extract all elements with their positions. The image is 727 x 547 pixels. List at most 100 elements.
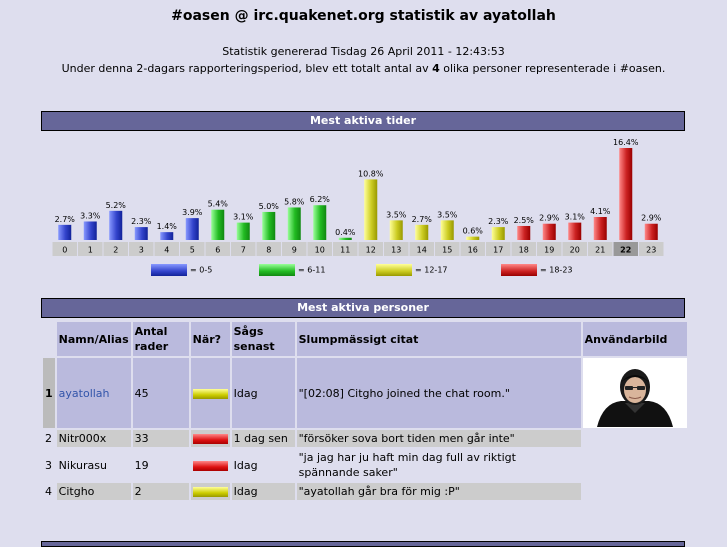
col-header-last-seen: Sågs senast [231, 322, 295, 356]
hour-value-label: 0.6% [463, 227, 484, 236]
hour-value-label: 3.1% [233, 213, 254, 222]
hour-value-label: 2.7% [412, 215, 433, 224]
col-header-quote: Slumpmässigt citat [296, 322, 581, 356]
hour-tick-label: 12 [366, 246, 376, 255]
hour-value-label: 2.3% [488, 217, 509, 226]
hour-tick-label: 21 [595, 246, 605, 255]
hour-bar-22 [619, 148, 633, 240]
hour-tick-cell [205, 242, 230, 256]
legend-label-12-17: = 12-17 [415, 265, 448, 275]
hour-tick-label: 13 [391, 246, 401, 255]
hour-bar-11 [338, 237, 352, 240]
hour-value-label: 3.5% [386, 210, 407, 219]
legend-swatch-blue [151, 264, 187, 276]
hours-chart: 2.7% 0 3.3% 1 5.2% 2 2.3% 3 1.4% 4 3.9% 5 5.4% 6 3.1% 7… [52, 138, 664, 256]
row-when [190, 358, 230, 428]
legend-label-0-5: = 0-5 [190, 265, 213, 275]
hour-tick-cell [231, 242, 256, 256]
table-row: 3 Nikurasu 19 Idag "ja jag har ju haft m… [43, 449, 687, 481]
legend-12-17: = 12-17 [376, 264, 448, 278]
hour-tick-label: 16 [468, 246, 478, 255]
hour-tick-cell [358, 242, 383, 256]
summary-count: 4 [432, 62, 440, 75]
hour-value-label: 5.4% [208, 200, 229, 209]
hour-tick-cell [460, 242, 485, 256]
hour-bar-5 [185, 218, 199, 240]
legend-swatch-yellow [376, 264, 412, 276]
hour-tick-cell [154, 242, 179, 256]
active-people-table: Namn/Alias Antal rader När? Sågs senast … [41, 320, 689, 502]
hour-bar-10 [313, 205, 327, 240]
hour-tick-cell [409, 242, 434, 256]
hour-tick-cell [537, 242, 562, 256]
hour-value-label: 0.4% [335, 228, 356, 237]
activity-bar-red [192, 434, 228, 444]
hour-tick-label: 3 [139, 246, 144, 255]
row-lines: 19 [132, 449, 189, 481]
hour-value-label: 3.3% [80, 211, 101, 220]
col-header-lines: Antal rader [132, 322, 189, 356]
row-last-seen: Idag [231, 449, 295, 481]
hour-bar-17 [491, 227, 505, 240]
hour-bar-1 [83, 221, 97, 240]
activity-bar-yellow [192, 487, 228, 497]
hour-bar-7 [236, 222, 250, 240]
hour-tick-label: 9 [292, 246, 297, 255]
legend-swatch-red [501, 264, 537, 276]
hour-tick-label: 7 [241, 246, 246, 255]
hour-value-label: 2.3% [131, 217, 152, 226]
hour-tick-label: 1 [88, 246, 93, 255]
hour-tick-cell [384, 242, 409, 256]
hour-tick-cell [180, 242, 205, 256]
hour-bar-19 [542, 223, 556, 240]
hour-tick-label: 14 [417, 246, 427, 255]
legend-swatch-green [259, 264, 295, 276]
active-times-header: Mest aktiva tider [41, 111, 685, 131]
hour-bar-20 [568, 222, 582, 240]
row-picture [582, 358, 687, 428]
hour-bar-6 [211, 209, 225, 240]
hour-tick-cell [435, 242, 460, 256]
hour-tick-cell [588, 242, 613, 256]
hour-bar-18 [517, 225, 531, 240]
row-nick: Nikurasu [56, 449, 131, 481]
row-when [190, 483, 230, 500]
hour-value-label: 3.9% [182, 208, 203, 217]
hour-value-label: 2.5% [514, 216, 535, 225]
hour-tick-cell [129, 242, 154, 256]
hour-tick-label: 20 [570, 246, 580, 255]
hour-tick-label: 2 [113, 246, 118, 255]
legend-18-23: = 18-23 [501, 264, 573, 278]
hour-value-label: 2.9% [539, 214, 560, 223]
hour-bar-13 [389, 220, 403, 240]
row-lines: 2 [132, 483, 189, 500]
hour-tick-cell [639, 242, 664, 256]
user-avatar-photo [584, 359, 685, 427]
hour-bar-0 [58, 224, 72, 240]
hour-bar-4 [160, 232, 174, 240]
hour-value-label: 1.4% [157, 222, 178, 231]
hour-tick-label: 11 [340, 246, 350, 255]
generated-timestamp: Statistik genererad Tisdag 26 April 2011… [222, 45, 505, 58]
page-title: #oasen @ irc.quakenet.org statistik av a… [171, 8, 556, 24]
row-quote: "ja jag har ju haft min dag full av rikt… [296, 449, 581, 481]
legend-0-5: = 0-5 [151, 264, 212, 278]
hour-tick-cell [256, 242, 281, 256]
row-rank: 1 [43, 358, 55, 428]
hour-tick-cell [486, 242, 511, 256]
hour-tick-label: 0 [62, 246, 67, 255]
hour-bar-21 [593, 217, 607, 240]
legend-6-11: = 6-11 [259, 264, 325, 278]
table-row: 4 Citgho 2 Idag "ayatollah går bra för m… [43, 483, 687, 500]
hour-tick-cell [78, 242, 103, 256]
hour-bar-23 [644, 223, 658, 240]
table-header-row: Namn/Alias Antal rader När? Sågs senast … [43, 322, 687, 356]
row-quote: "[02:08] Citgho joined the chat room." [296, 358, 581, 428]
hour-bar-8 [262, 211, 276, 240]
next-section-header [41, 541, 685, 547]
nick-link[interactable]: ayatollah [58, 386, 110, 400]
row-last-seen: Idag [231, 483, 295, 500]
hour-tick-label: 4 [164, 246, 169, 255]
row-lines: 45 [132, 358, 189, 428]
hour-bar-16 [466, 236, 480, 240]
